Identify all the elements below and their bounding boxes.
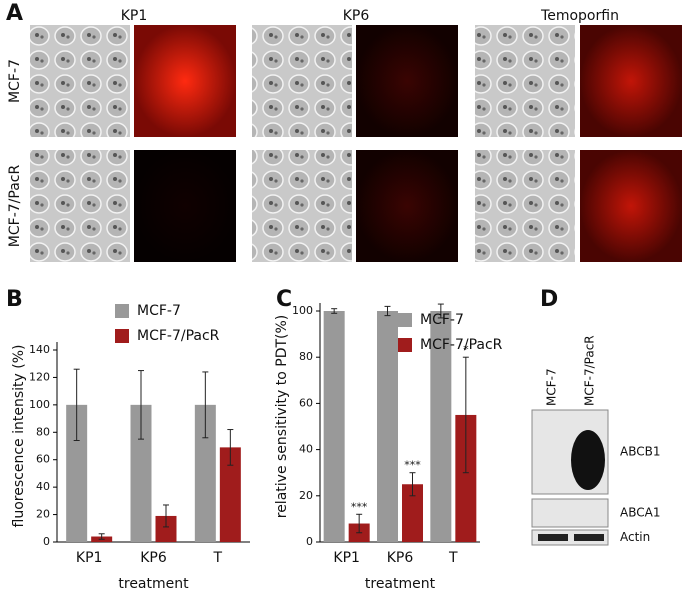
x-tick-label: T [213,550,223,566]
x-tick-label: T [448,550,458,566]
legend-swatch [115,329,129,343]
y-tick-label: 80 [36,425,50,438]
legend-swatch [398,313,412,327]
x-tick-label: KP1 [333,550,360,566]
protein-label: ABCB1 [620,445,660,459]
x-tick-label: KP6 [387,550,414,566]
y-axis-label: fluorescence intensity (%) [11,345,27,528]
phase-image [475,150,575,262]
phase-image [252,25,352,137]
legend-label: MCF-7/PacR [137,328,220,344]
lane-label: MCF-7 [545,368,559,406]
fluorescence-image [356,25,458,137]
x-tick-label: KP6 [140,550,167,566]
panel-label: C [276,287,292,312]
x-axis-label: treatment [118,576,189,592]
legend-swatch [115,304,129,318]
bar [130,404,152,542]
y-tick-label: 60 [299,396,313,409]
x-axis-label: treatment [365,576,436,592]
row-label: MCF-7/PacR [7,165,23,248]
lane-label: MCF-7/PacR [583,335,597,406]
blot-strip [531,529,609,546]
legend-label: MCF-7 [420,312,464,328]
y-tick-label: 120 [29,370,50,383]
panel-label: D [540,287,558,312]
fluorescence-image [580,25,682,137]
y-tick-label: 20 [299,489,313,502]
y-tick-label: 80 [299,350,313,363]
legend-swatch [398,338,412,352]
blot-band [571,430,605,490]
y-tick-label: 0 [43,535,50,548]
bar [402,484,423,542]
significance: * [463,343,469,356]
column-label: Temoporfin [540,8,619,24]
significance: *** [404,459,421,472]
column-label: KP6 [343,8,370,24]
bar [66,404,88,542]
column-label: KP1 [121,8,148,24]
blot-band [538,534,568,541]
phase-image [252,150,352,262]
y-tick-label: 20 [36,508,50,521]
y-tick-label: 140 [29,343,50,356]
phase-image [475,25,575,137]
y-tick-label: 100 [29,398,50,411]
bar [377,311,398,542]
fluorescence-image [134,150,236,262]
bar [194,404,216,542]
fluorescence-image [134,25,236,137]
panel-label: A [6,1,23,26]
blot-band [574,534,604,541]
phase-image [30,150,130,262]
bar [430,311,452,542]
y-tick-label: 60 [36,453,50,466]
bar [219,447,241,542]
phase-image [30,25,130,137]
fluorescence-image [580,150,682,262]
significance: *** [351,500,368,513]
protein-label: ABCA1 [620,506,660,520]
y-tick-label: 0 [306,535,313,548]
y-axis-label: relative sensitivity to PDT(%) [274,315,290,519]
y-tick-label: 100 [292,304,313,317]
fluorescence-image [356,150,458,262]
bar [455,414,477,542]
protein-label: Actin [620,530,650,544]
y-tick-label: 40 [36,480,50,493]
y-tick-label: 40 [299,443,313,456]
row-label: MCF-7 [7,59,23,103]
blot-strip [531,498,609,528]
bar [323,311,345,542]
legend-label: MCF-7 [137,303,181,319]
legend-label: MCF-7/PacR [420,337,503,353]
x-tick-label: KP1 [76,550,103,566]
panel-label: B [6,287,23,312]
bar [155,515,177,542]
